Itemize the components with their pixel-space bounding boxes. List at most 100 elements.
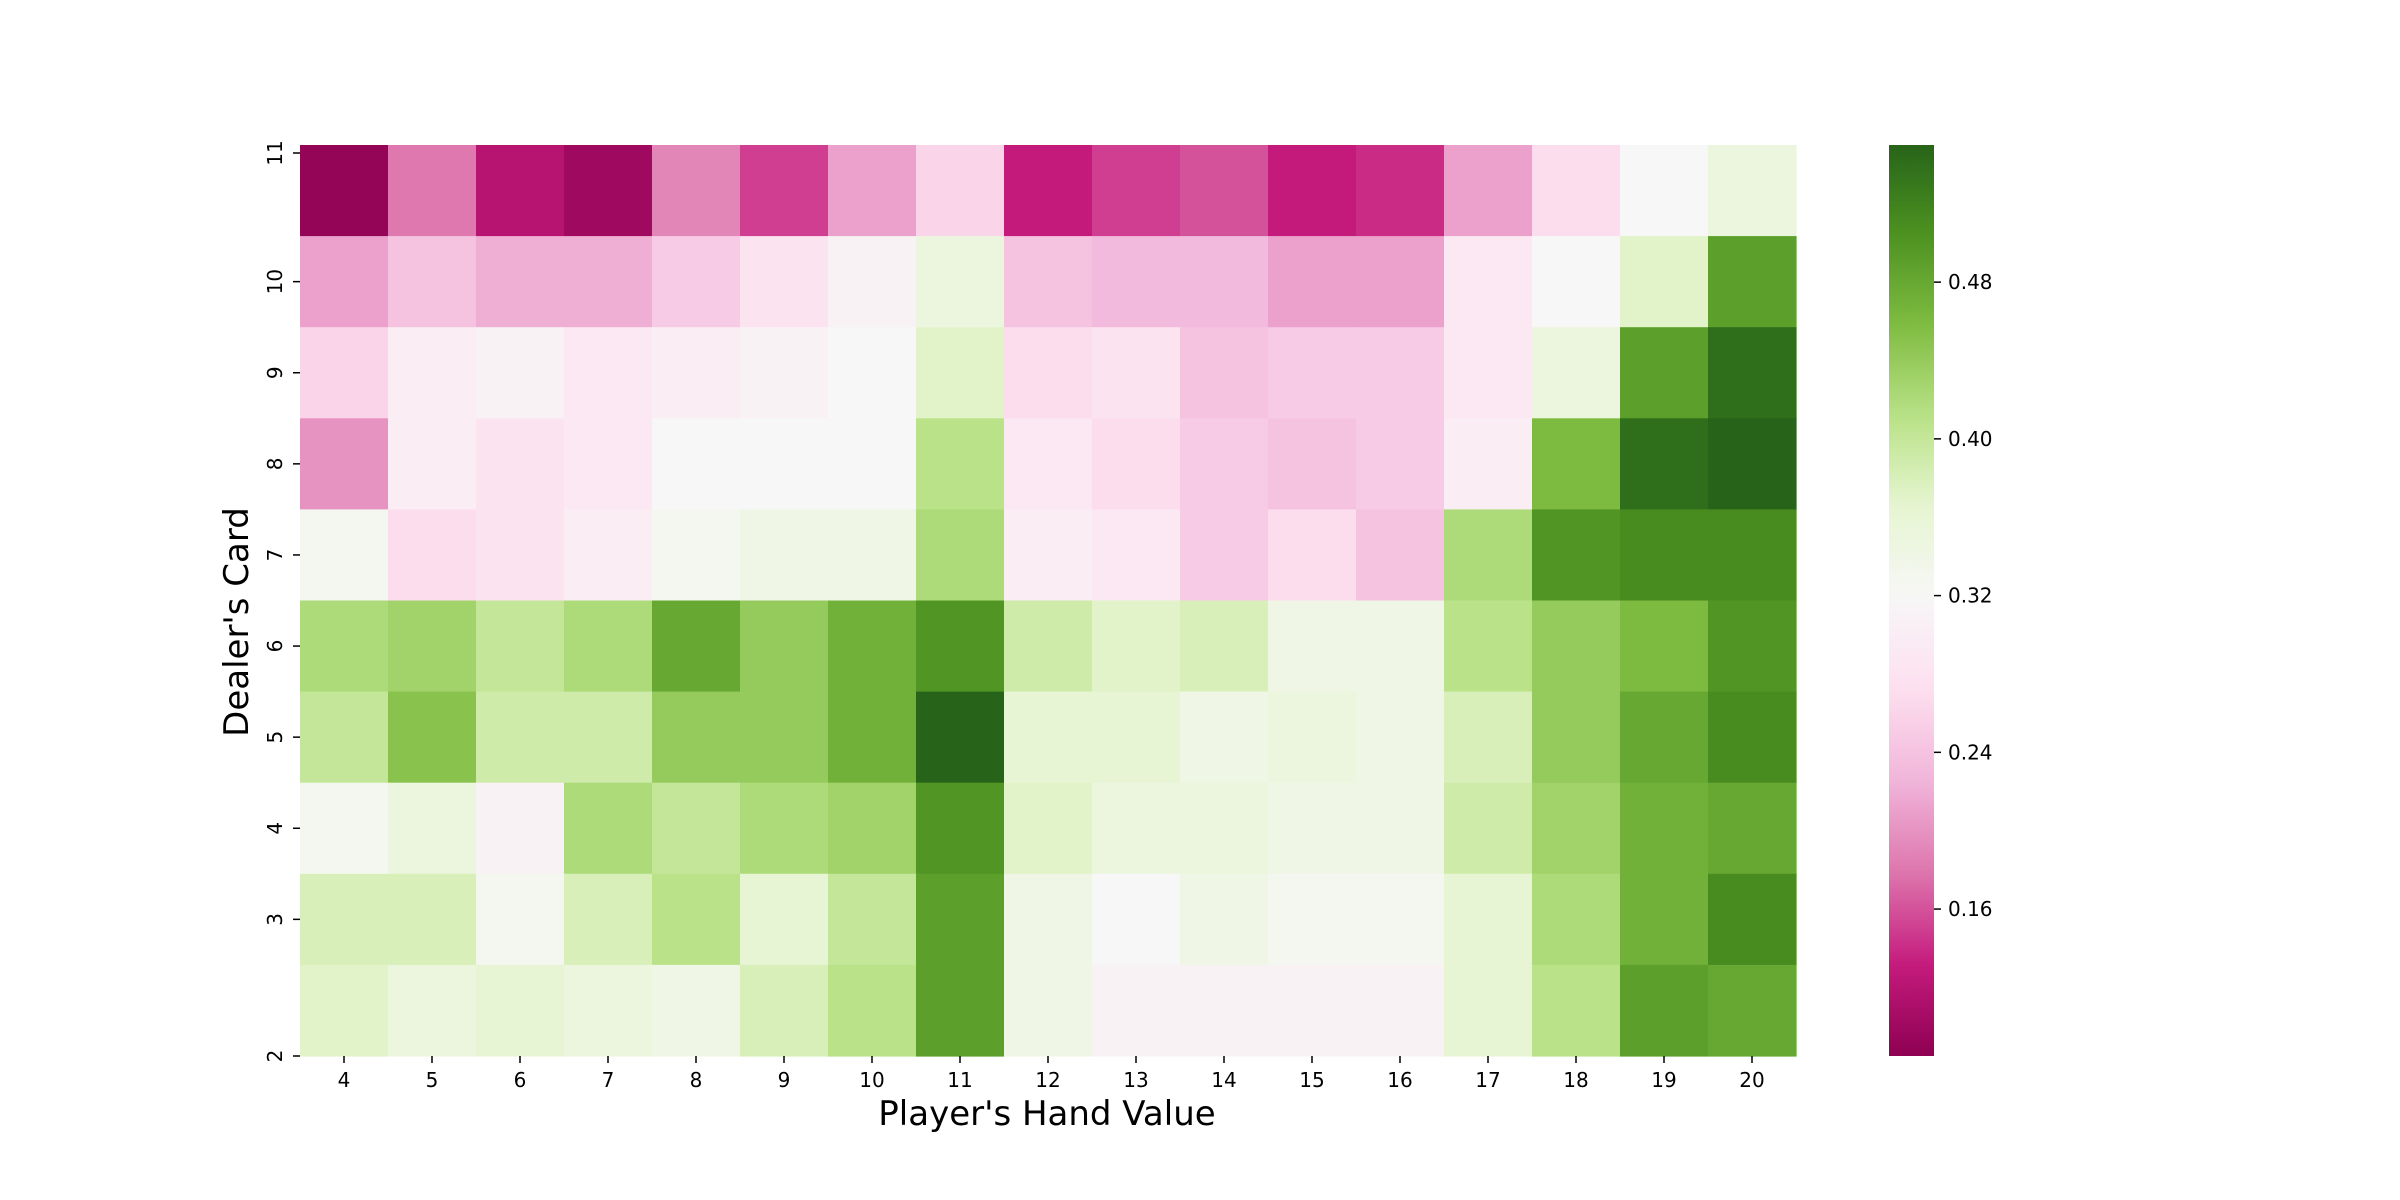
heatmap-cell-8-19: [1620, 418, 1709, 510]
heatmap-cell-6-6: [476, 600, 565, 693]
x-tick-label: 15: [1299, 1068, 1324, 1092]
heatmap-cell-7-5: [388, 509, 477, 602]
heatmap-cell-5-5: [388, 691, 477, 784]
heatmap-cell-11-11: [916, 145, 1005, 237]
colorbar: [1889, 145, 1934, 1056]
heatmap-cell-3-14: [1180, 873, 1269, 966]
heatmap-cell-10-12: [1004, 236, 1093, 328]
x-tick-label: 5: [426, 1068, 439, 1092]
colorbar-tick-label: 0.16: [1948, 897, 1993, 921]
heatmap-cell-7-6: [476, 509, 565, 602]
heatmap-cell-2-12: [1004, 964, 1093, 1057]
heatmap-cell-7-4: [300, 509, 389, 602]
heatmap-cell-3-17: [1444, 873, 1533, 966]
heatmap-cell-9-11: [916, 327, 1005, 419]
heatmap-cell-9-17: [1444, 327, 1533, 419]
x-tick-label: 11: [947, 1068, 972, 1092]
heatmap-cell-8-10: [828, 418, 917, 510]
heatmap-cell-5-4: [300, 691, 389, 784]
heatmap-cell-9-4: [300, 327, 389, 419]
heatmap-cell-9-8: [652, 327, 741, 419]
heatmap-cell-3-18: [1532, 873, 1621, 966]
heatmap-cell-4-12: [1004, 782, 1093, 875]
heatmap-cell-4-9: [740, 782, 829, 875]
heatmap-cell-5-14: [1180, 691, 1269, 784]
heatmap-cell-6-18: [1532, 600, 1621, 693]
heatmap-cell-5-8: [652, 691, 741, 784]
heatmap-cell-11-16: [1356, 145, 1445, 237]
heatmap-cell-2-10: [828, 964, 917, 1057]
heatmap-cell-5-13: [1092, 691, 1181, 784]
heatmap-cell-5-17: [1444, 691, 1533, 784]
heatmap-cell-9-15: [1268, 327, 1357, 419]
heatmap-cell-8-7: [564, 418, 653, 510]
heatmap-cell-9-6: [476, 327, 565, 419]
heatmap-cell-10-16: [1356, 236, 1445, 328]
heatmap-cell-2-8: [652, 964, 741, 1057]
x-tick-label: 16: [1387, 1068, 1412, 1092]
heatmap-cell-11-7: [564, 145, 653, 237]
y-tick-label: 6: [263, 640, 287, 653]
y-tick-label: 4: [263, 822, 287, 835]
heatmap-cell-7-19: [1620, 509, 1709, 602]
heatmap-cell-4-19: [1620, 782, 1709, 875]
x-axis-label: Player's Hand Value: [878, 1094, 1215, 1134]
heatmap-cell-11-17: [1444, 145, 1533, 237]
heatmap-cell-10-8: [652, 236, 741, 328]
heatmap-cell-9-14: [1180, 327, 1269, 419]
heatmap-cell-5-16: [1356, 691, 1445, 784]
heatmap-cell-7-9: [740, 509, 829, 602]
heatmap-cell-10-14: [1180, 236, 1269, 328]
heatmap-cell-8-11: [916, 418, 1005, 510]
heatmap-cell-4-8: [652, 782, 741, 875]
heatmap-cell-2-16: [1356, 964, 1445, 1057]
heatmap-cell-4-20: [1708, 782, 1797, 875]
colorbar-ticks: 0.16 0.24 0.32 0.40 0.48: [1934, 270, 1993, 921]
y-tick-label: 2: [263, 1050, 287, 1063]
heatmap-cell-8-13: [1092, 418, 1181, 510]
heatmap-cell-7-11: [916, 509, 1005, 602]
heatmap-cell-5-19: [1620, 691, 1709, 784]
x-tick-label: 4: [338, 1068, 351, 1092]
heatmap-cell-2-18: [1532, 964, 1621, 1057]
heatmap-cell-8-9: [740, 418, 829, 510]
heatmap-cell-2-19: [1620, 964, 1709, 1057]
heatmap-cell-4-17: [1444, 782, 1533, 875]
heatmap-cell-2-7: [564, 964, 653, 1057]
heatmap-cell-6-11: [916, 600, 1005, 693]
heatmap-cell-10-13: [1092, 236, 1181, 328]
heatmap-cell-3-12: [1004, 873, 1093, 966]
heatmap-cell-3-15: [1268, 873, 1357, 966]
heatmap-cell-8-18: [1532, 418, 1621, 510]
heatmap-cell-5-10: [828, 691, 917, 784]
heatmap-cell-2-14: [1180, 964, 1269, 1057]
heatmap-cell-10-6: [476, 236, 565, 328]
heatmap-cell-11-5: [388, 145, 477, 237]
heatmap-cell-8-15: [1268, 418, 1357, 510]
heatmap-cell-10-11: [916, 236, 1005, 328]
heatmap-cell-11-13: [1092, 145, 1181, 237]
heatmap-cell-4-14: [1180, 782, 1269, 875]
heatmap-cell-5-15: [1268, 691, 1357, 784]
x-tick-label: 8: [690, 1068, 703, 1092]
x-tick-label: 14: [1211, 1068, 1236, 1092]
heatmap-cell-11-10: [828, 145, 917, 237]
heatmap-cell-9-13: [1092, 327, 1181, 419]
heatmap-cell-10-19: [1620, 236, 1709, 328]
heatmap-cell-3-10: [828, 873, 917, 966]
heatmap-cell-8-4: [300, 418, 389, 510]
heatmap-cell-10-7: [564, 236, 653, 328]
heatmap-cell-8-17: [1444, 418, 1533, 510]
heatmap-cell-3-19: [1620, 873, 1709, 966]
heatmap-cell-10-20: [1708, 236, 1797, 328]
heatmap-cell-8-14: [1180, 418, 1269, 510]
heatmap-cell-11-20: [1708, 145, 1797, 237]
heatmap-cell-4-7: [564, 782, 653, 875]
heatmap-cell-11-19: [1620, 145, 1709, 237]
heatmap-cell-7-16: [1356, 509, 1445, 602]
heatmap-cell-4-13: [1092, 782, 1181, 875]
heatmap-cell-3-11: [916, 873, 1005, 966]
x-axis-ticks: 4 5 6 7 8 9 10 11 12 13 14 15 16 17 18 19 20: [338, 1056, 1765, 1092]
heatmap-cell-11-12: [1004, 145, 1093, 237]
heatmap-cell-2-9: [740, 964, 829, 1057]
